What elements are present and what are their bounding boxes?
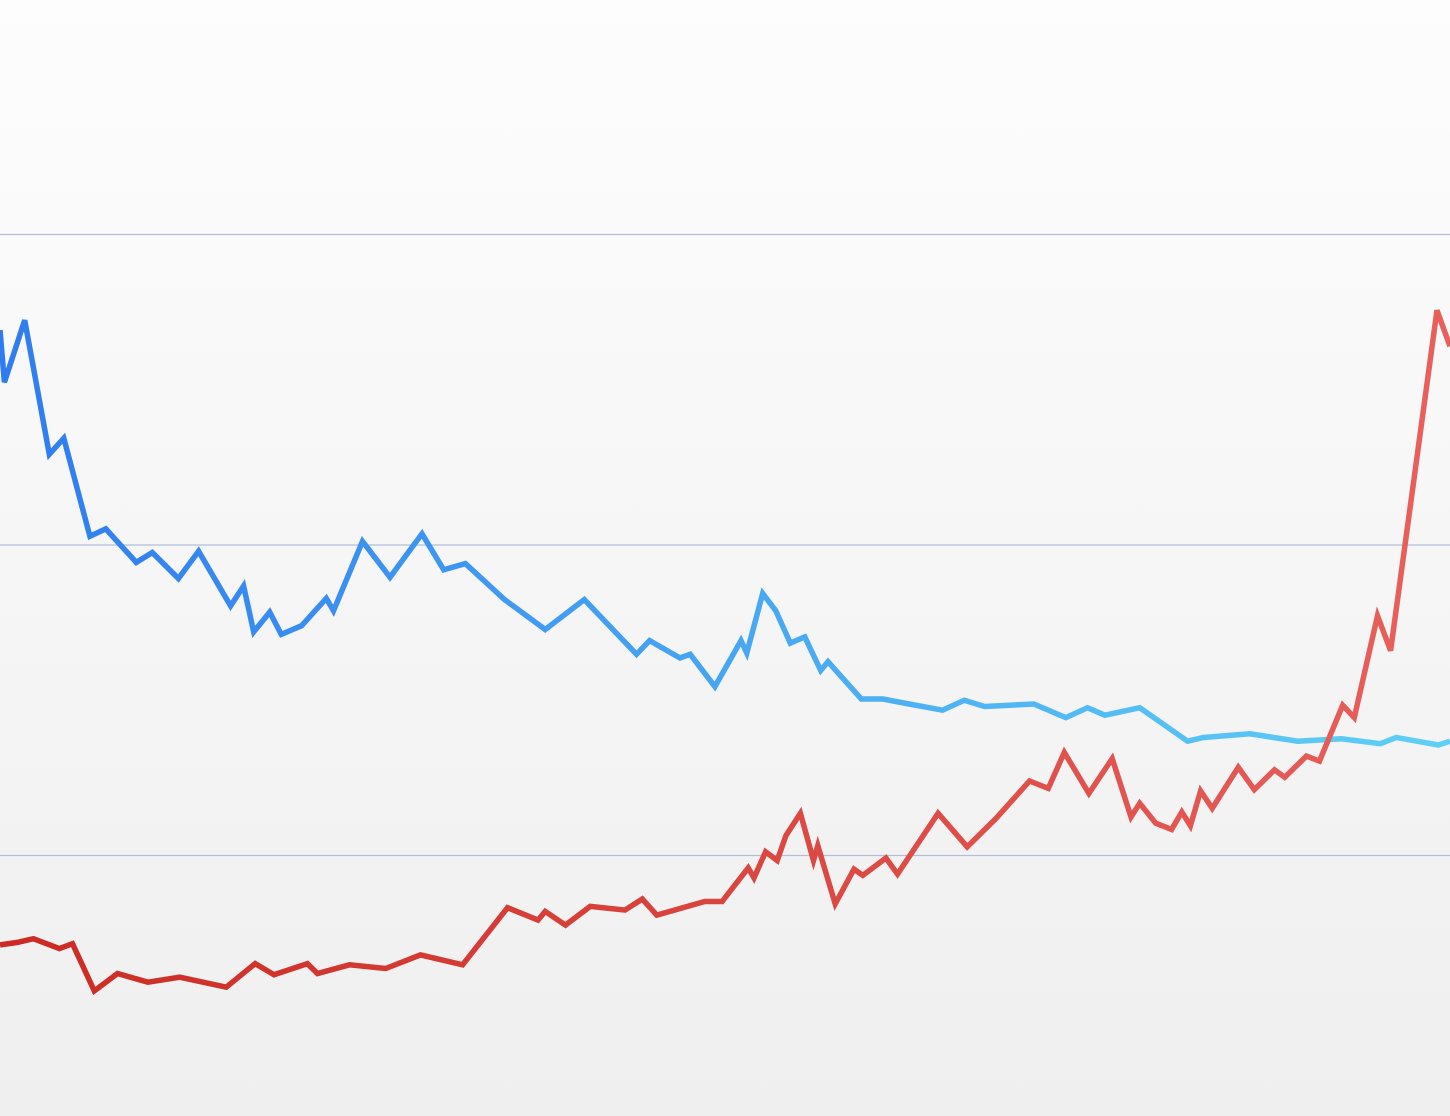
series-1-line xyxy=(0,319,1450,748)
series-lines xyxy=(0,309,1450,996)
series-2-line xyxy=(0,309,1450,996)
gridlines xyxy=(0,233,1450,857)
